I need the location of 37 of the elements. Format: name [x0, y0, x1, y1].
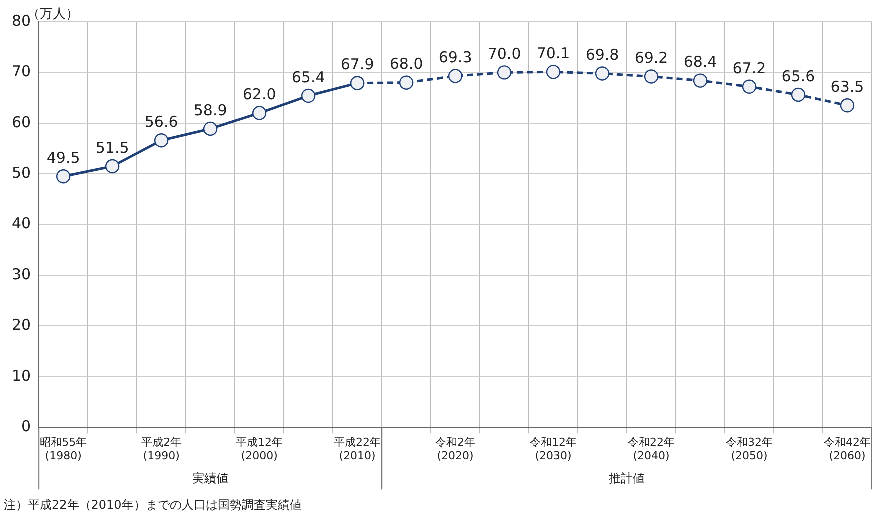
y-tick-label: 0 — [22, 417, 32, 436]
data-label: 58.9 — [194, 101, 228, 120]
x-tick-label: 令和32年 (2050) — [726, 436, 774, 462]
y-tick-label: 60 — [12, 113, 32, 132]
y-tick-label: 20 — [12, 316, 32, 334]
data-label: 69.2 — [634, 49, 668, 68]
data-label: 63.5 — [830, 78, 864, 96]
data-label: 49.5 — [46, 149, 80, 168]
y-tick-label: 40 — [12, 214, 32, 233]
data-label: 51.5 — [96, 138, 130, 157]
data-label: 70.1 — [536, 44, 570, 63]
text: 推計値 — [609, 472, 646, 486]
x-tick-label: 令和22年 (2040) — [628, 436, 676, 462]
y-tick-label: 50 — [12, 164, 32, 182]
data-label: 56.6 — [144, 113, 178, 132]
x-tick-label: 平成2年 (1990) — [142, 436, 182, 462]
data-label: 69.3 — [438, 48, 472, 67]
data-label: 68.4 — [684, 53, 718, 72]
y-tick-label: 10 — [12, 366, 32, 385]
data-label: 67.2 — [732, 59, 766, 78]
data-label: 65.6 — [782, 67, 816, 86]
text: 実績値 — [192, 472, 229, 486]
x-tick-label: 令和12年 (2030) — [530, 436, 578, 462]
y-tick-label: 70 — [12, 62, 32, 81]
x-tick-label: 昭和55年 (1980) — [40, 436, 88, 462]
data-label: 70.0 — [488, 45, 522, 64]
data-label: 65.4 — [292, 68, 326, 86]
x-tick-label: 令和2年 (2020) — [436, 436, 476, 462]
x-tick-label: 令和42年 (2060) — [824, 436, 872, 462]
x-tick-label: 平成12年 (2000) — [236, 436, 284, 462]
data-label: 68.0 — [390, 55, 424, 74]
y-tick-label: 30 — [12, 265, 32, 284]
data-label: 67.9 — [340, 56, 374, 74]
text: 注）平成22年（2010年）までの人口は国勢調査実績値 — [4, 498, 302, 512]
data-label: 69.8 — [586, 46, 620, 64]
data-label: 62.0 — [242, 86, 276, 104]
x-tick-label: 平成22年 (2010) — [334, 436, 382, 462]
